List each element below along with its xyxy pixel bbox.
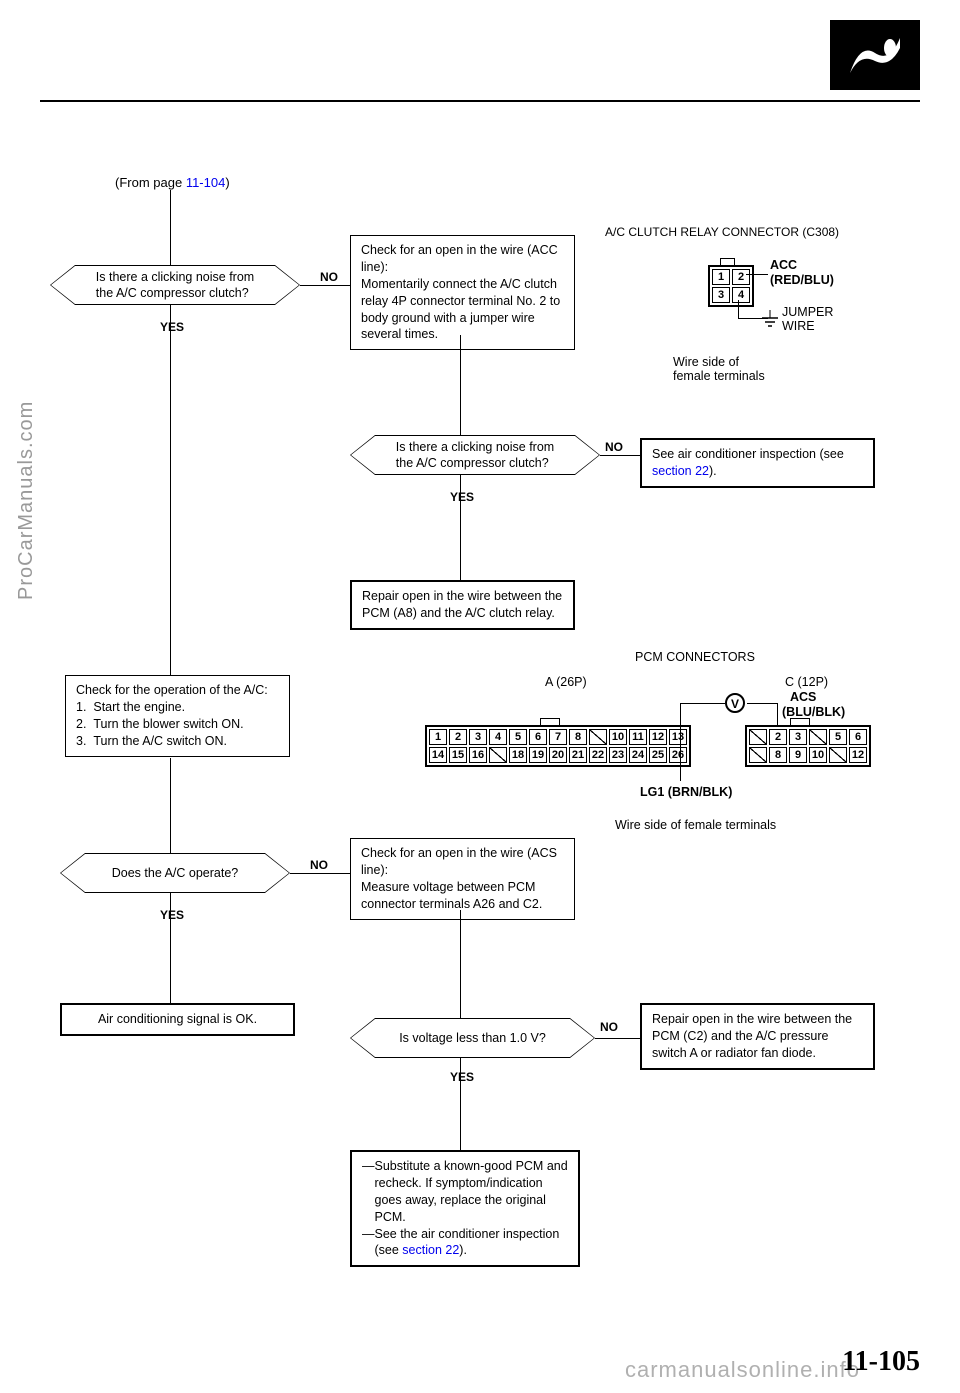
acc-label: ACC: [770, 258, 797, 272]
connector-tab: [790, 718, 810, 725]
box-acc-check-title: Check for an open in the wire (ACC line)…: [361, 243, 558, 274]
yes-label: YES: [450, 490, 474, 504]
conn-line: [680, 763, 681, 781]
conn-line: [777, 703, 778, 725]
box-substitute: — Substitute a known-good PCM and rechec…: [350, 1150, 580, 1267]
decision-voltage-text: Is voltage less than 1.0 V?: [369, 1030, 576, 1046]
box-repair-a8-text: Repair open in the wire between the PCM …: [362, 589, 562, 620]
decision-clicking-1-text: Is there a clicking noise fromthe A/C co…: [66, 269, 284, 302]
header-rule: [40, 100, 920, 102]
yes-label: YES: [160, 320, 184, 334]
box-acs-check-body: Measure voltage between PCM connector te…: [361, 880, 542, 911]
box-ac-ok: Air conditioning signal is OK.: [60, 1003, 295, 1036]
yes-label: YES: [450, 1070, 474, 1084]
box-see-ac-suffix: ).: [709, 464, 717, 478]
decision-ac-operate-text: Does the A/C operate?: [82, 865, 268, 881]
flow-line: [460, 475, 461, 580]
substitute-item2-link[interactable]: section 22: [402, 1243, 459, 1257]
box-see-ac-prefix: See air conditioner inspection (see: [652, 447, 844, 461]
connector-tab: [540, 718, 560, 725]
jumper-label: JUMPER WIRE: [782, 305, 833, 333]
wire-side-1: Wire side of female terminals: [673, 355, 765, 383]
connector-tab: [720, 258, 735, 265]
acc-color: (RED/BLU): [770, 273, 834, 287]
conn-a-label: A (26P): [545, 675, 587, 689]
watermark-bottom: carmanualsonline.info: [625, 1357, 860, 1383]
box-repair-c2: Repair open in the wire between the PCM …: [640, 1003, 875, 1070]
header-icon: [830, 20, 920, 90]
flow-line: [460, 1058, 461, 1150]
conn-c-12p: 2356 891012: [745, 725, 871, 767]
lg1-label: LG1 (BRN/BLK): [640, 785, 732, 799]
box-ac-ok-text: Air conditioning signal is OK.: [98, 1012, 257, 1026]
page-number: 11-105: [842, 1346, 920, 1378]
from-page: (From page 11-104): [115, 175, 230, 190]
flow-line: [600, 455, 640, 456]
step1: Start the engine.: [93, 700, 185, 714]
decision-clicking-2: Is there a clicking noise fromthe A/C co…: [350, 435, 600, 475]
conn-line: [746, 274, 768, 275]
flow-line: [290, 873, 350, 874]
from-page-prefix: (From page: [115, 175, 186, 190]
box-check-op: Check for the operation of the A/C: 1. S…: [65, 675, 290, 757]
decision-ac-operate: Does the A/C operate?: [60, 853, 290, 893]
box-see-ac: See air conditioner inspection (see sect…: [640, 438, 875, 488]
flow-line: [460, 910, 461, 1018]
box-repair-c2-text: Repair open in the wire between the PCM …: [652, 1012, 852, 1060]
box-acs-check: Check for an open in the wire (ACS line)…: [350, 838, 575, 920]
box-check-op-title: Check for the operation of the A/C:: [76, 683, 268, 697]
from-page-link[interactable]: 11-104: [186, 175, 226, 190]
ground-icon: [760, 310, 780, 337]
watermark-side: ProCarManuals.com: [15, 401, 38, 600]
decision-clicking-1: Is there a clicking noise fromthe A/C co…: [50, 265, 300, 305]
acs-label: ACS: [790, 690, 816, 704]
step2: Turn the blower switch ON.: [93, 717, 243, 731]
conn-line: [680, 703, 725, 704]
decision-voltage: Is voltage less than 1.0 V?: [350, 1018, 595, 1058]
flow-line: [170, 758, 171, 853]
box-acc-check-body: Momentarily connect the A/C clutch relay…: [361, 277, 560, 342]
flow-line: [595, 1038, 640, 1039]
wire-side-2: Wire side of female terminals: [615, 818, 776, 832]
no-label: NO: [320, 270, 338, 284]
conn-line: [738, 300, 739, 318]
box-see-ac-link[interactable]: section 22: [652, 464, 709, 478]
relay-conn-title: A/C CLUTCH RELAY CONNECTOR (C308): [605, 225, 839, 239]
no-label: NO: [310, 858, 328, 872]
flow-line: [460, 335, 461, 435]
flow-line: [170, 190, 171, 265]
yes-label: YES: [160, 908, 184, 922]
flow-line: [170, 893, 171, 1003]
step3: Turn the A/C switch ON.: [93, 734, 227, 748]
conn-a-26p: 1234567810111213 14151618192021222324252…: [425, 725, 691, 767]
conn-line: [747, 703, 777, 704]
decision-clicking-2-text: Is there a clicking noise fromthe A/C co…: [366, 439, 584, 472]
box-acc-check: Check for an open in the wire (ACC line)…: [350, 235, 575, 350]
conn-line: [680, 703, 681, 763]
relay-4p-connector: 12 34: [708, 265, 754, 307]
box-acs-check-title: Check for an open in the wire (ACS line)…: [361, 846, 557, 877]
acs-color: (BLU/BLK): [782, 705, 845, 719]
substitute-item1: Substitute a known-good PCM and recheck.…: [375, 1158, 569, 1226]
no-label: NO: [605, 440, 623, 454]
conn-c-label: C (12P): [785, 675, 828, 689]
voltmeter-icon: V: [725, 693, 745, 713]
flow-line: [300, 285, 350, 286]
no-label: NO: [600, 1020, 618, 1034]
box-repair-a8: Repair open in the wire between the PCM …: [350, 580, 575, 630]
from-page-suffix: ): [225, 175, 229, 190]
flow-line: [170, 305, 171, 675]
pcm-title: PCM CONNECTORS: [635, 650, 755, 664]
substitute-item2-suffix: ).: [459, 1243, 467, 1257]
